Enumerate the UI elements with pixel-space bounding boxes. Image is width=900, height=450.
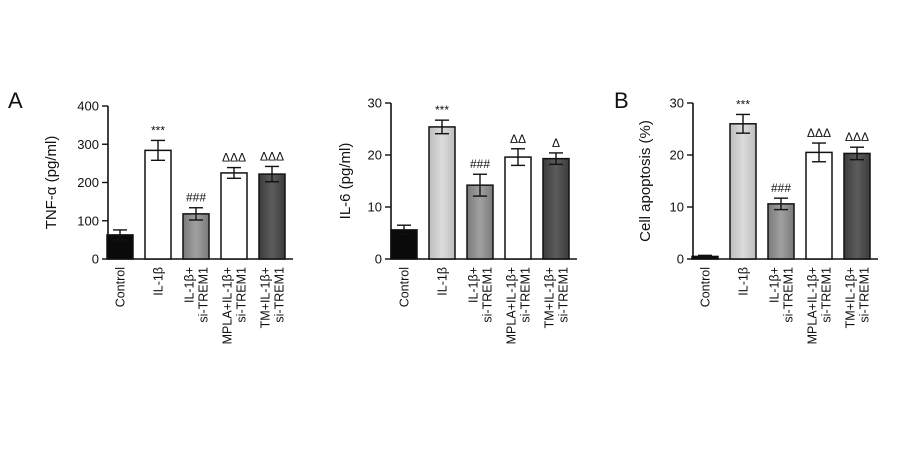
chart3-category-label-0-line-0: Control	[699, 267, 713, 307]
chart2-ytick-label-1: 10	[368, 200, 382, 215]
chart3-ytick-label-1: 10	[670, 200, 684, 215]
chart2-bar-4	[542, 157, 570, 260]
panel-letter-a: A	[8, 88, 23, 113]
chart3-ytick-label-3: 30	[670, 96, 684, 111]
chart3-category-label-4: TM+IL-1β+si-TREM1	[844, 267, 872, 328]
chart3-ytick-label-0: 0	[677, 252, 684, 267]
chart3-category-label-3-line-1: si-TREM1	[820, 267, 834, 323]
chart3-category-label-1-line-0: IL-1β	[737, 267, 751, 296]
chart2-category-label-0-line-0: Control	[398, 267, 412, 307]
chart1-ytick-label-2: 200	[77, 175, 99, 190]
chart1-category-label-2-line-0: IL-1β+	[183, 267, 197, 303]
chart3-category-label-1: IL-1β	[737, 267, 751, 296]
chart3-category-label-2-line-0: IL-1β+	[768, 267, 782, 303]
chart1-bar-1	[144, 149, 172, 260]
chart2-y-axis-label: IL-6 (pg/ml)	[337, 143, 354, 220]
chart1-category-label-2: IL-1β+si-TREM1	[183, 267, 211, 323]
chart2-category-label-1-line-0: IL-1β	[436, 267, 450, 296]
chart2-category-label-4-line-1: si-TREM1	[557, 267, 571, 323]
chart3-category-label-4-line-0: TM+IL-1β+	[844, 267, 858, 328]
chart2-category-label-3-line-1: si-TREM1	[519, 267, 533, 323]
chart1-category-label-1-line-0: IL-1β	[152, 267, 166, 296]
chart3-category-label-3-line-0: MPLA+IL-1β+	[806, 267, 820, 344]
chart2-bar-1	[428, 126, 456, 260]
chart3-significance-4: ΔΔΔ	[845, 130, 869, 144]
chart1-significance-1: ***	[151, 123, 165, 137]
chart2-ytick-label-0: 0	[375, 252, 382, 267]
chart3-significance-2: ###	[771, 181, 791, 195]
chart1-significance-4: ΔΔΔ	[260, 149, 284, 163]
chart1-category-label-2-line-1: si-TREM1	[197, 267, 211, 323]
panel-letter-b: B	[614, 88, 629, 113]
chart1-category-label-1: IL-1β	[152, 267, 166, 296]
chart1-bar-3	[220, 172, 248, 260]
chart1-category-label-4-line-1: si-TREM1	[273, 267, 287, 323]
chart3-bar-4	[843, 152, 871, 260]
chart3-category-label-3: MPLA+IL-1β+si-TREM1	[806, 267, 834, 344]
chart2-category-label-4: TM+IL-1β+si-TREM1	[543, 267, 571, 328]
chart1-significance-3: ΔΔΔ	[222, 151, 246, 165]
chart1-category-label-3: MPLA+IL-1β+si-TREM1	[221, 267, 249, 344]
chart1-category-label-3-line-0: MPLA+IL-1β+	[221, 267, 235, 344]
chart2-category-label-3: MPLA+IL-1β+si-TREM1	[505, 267, 533, 344]
chart1-category-label-4-line-0: TM+IL-1β+	[259, 267, 273, 328]
chart2-significance-2: ###	[470, 157, 490, 171]
chart3-bar-1	[729, 123, 757, 260]
chart2-bar-3	[504, 156, 532, 260]
chart1-category-label-4: TM+IL-1β+si-TREM1	[259, 267, 287, 328]
chart2-ytick-label-3: 30	[368, 96, 382, 111]
chart2-category-label-3-line-0: MPLA+IL-1β+	[505, 267, 519, 344]
chart3-bar-3	[805, 151, 833, 260]
chart2-category-label-2-line-0: IL-1β+	[467, 267, 481, 303]
chart3-significance-3: ΔΔΔ	[807, 126, 831, 140]
chart2-category-label-2: IL-1β+si-TREM1	[467, 267, 495, 323]
chart1-bar-4	[258, 173, 286, 260]
chart1-category-label-0: Control	[114, 267, 128, 307]
chart2-ytick-label-2: 20	[368, 148, 382, 163]
chart1-category-label-3-line-1: si-TREM1	[235, 267, 249, 323]
chart1-ytick-label-0: 0	[92, 252, 99, 267]
chart2-significance-1: ***	[435, 103, 449, 117]
chart2-category-label-1: IL-1β	[436, 267, 450, 296]
chart2-category-label-4-line-0: TM+IL-1β+	[543, 267, 557, 328]
chart1-ytick-label-1: 100	[77, 213, 99, 228]
chart3-significance-1: ***	[736, 97, 750, 111]
chart2-category-label-2-line-1: si-TREM1	[481, 267, 495, 323]
chart1-y-axis-label: TNF-α (pg/ml)	[43, 136, 60, 230]
panel-apoptosis: 0 10 20 30 Cell apoptosis (%) Control *** IL-1β…	[637, 96, 878, 344]
chart3-category-label-0: Control	[699, 267, 713, 307]
chart3-category-label-2: IL-1β+si-TREM1	[768, 267, 796, 323]
chart3-y-axis-label: Cell apoptosis (%)	[637, 120, 654, 242]
panel-tnf: 0 100 200 300 400 TNF-α (pg/ml) Control *** IL-1…	[43, 99, 293, 344]
chart2-significance-3: ΔΔ	[510, 132, 526, 146]
chart3-category-label-4-line-1: si-TREM1	[858, 267, 872, 323]
chart2-category-label-0: Control	[398, 267, 412, 307]
chart3-category-label-2-line-1: si-TREM1	[782, 267, 796, 323]
chart1-ytick-label-4: 400	[77, 99, 99, 114]
chart3-bar-2	[767, 203, 795, 260]
chart3-ytick-label-2: 20	[670, 148, 684, 163]
panel-il6: 0 10 20 30 IL-6 (pg/ml) Control *** IL-1β ### IL-…	[337, 96, 577, 344]
chart2-significance-4: Δ	[552, 136, 560, 150]
chart1-significance-2: ###	[186, 191, 206, 205]
chart2-bar-2	[466, 184, 494, 260]
chart1-category-label-0-line-0: Control	[114, 267, 128, 307]
chart1-ytick-label-3: 300	[77, 137, 99, 152]
